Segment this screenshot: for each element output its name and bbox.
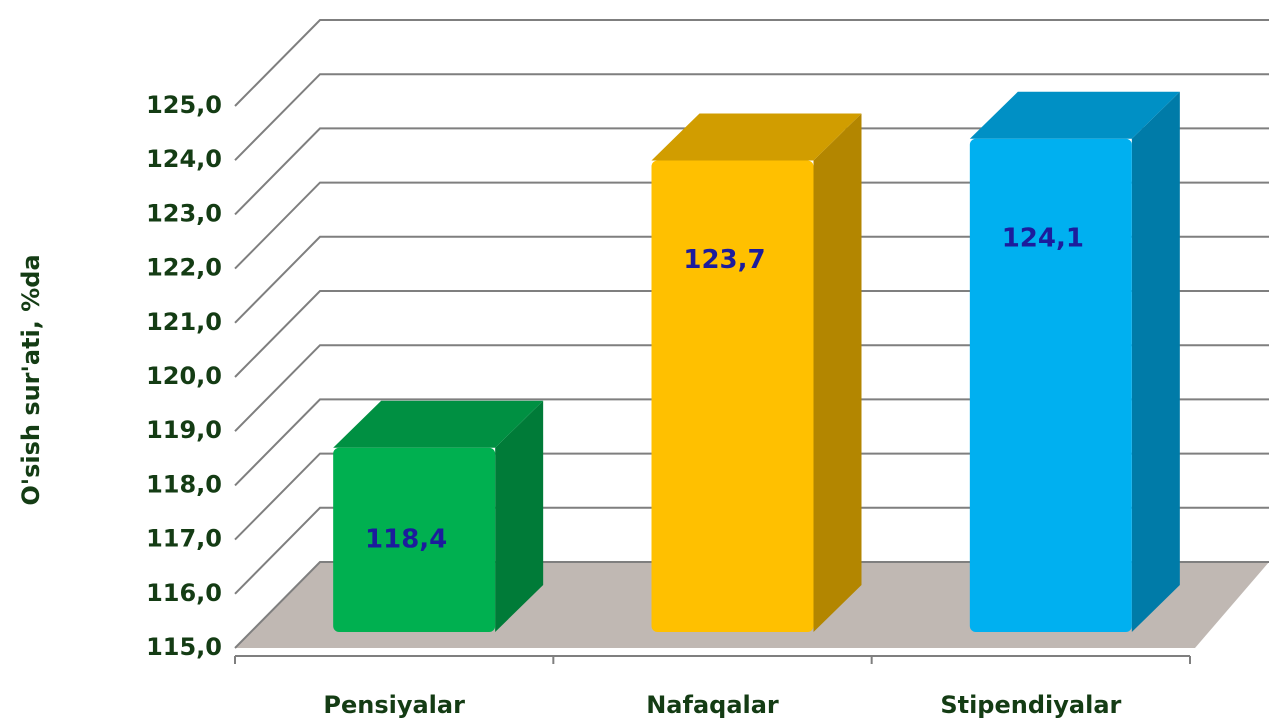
bar-top [651, 113, 862, 161]
y-axis-title: O'sish sur'ati, %da [17, 254, 45, 505]
grid-line [234, 73, 1269, 161]
y-tick-label: 117,0 [146, 525, 222, 553]
x-tick-label: Stipendiyalar [940, 691, 1121, 719]
bar-top [333, 400, 544, 448]
grid-line [234, 19, 1269, 107]
grid-line [234, 181, 1269, 270]
value-label: 124,1 [1002, 223, 1084, 253]
grid-line [234, 344, 1269, 432]
x-tick-label: Pensiyalar [323, 691, 465, 719]
grid-line [234, 290, 1269, 378]
grid-line [234, 452, 1269, 541]
y-tick-label: 118,0 [146, 470, 222, 498]
bar [651, 160, 814, 632]
bar-side [495, 400, 544, 632]
y-tick-label: 119,0 [146, 416, 222, 444]
grid-line [234, 235, 1269, 324]
bar [969, 138, 1132, 632]
y-tick-label: 123,0 [146, 199, 222, 227]
grid-line [234, 506, 1269, 595]
bar-top [969, 91, 1180, 139]
grid-line [234, 127, 1269, 216]
bar-side [1131, 91, 1180, 632]
x-tick-label: Nafaqalar [646, 691, 779, 719]
y-tick-label: 121,0 [146, 308, 222, 336]
value-label: 118,4 [365, 524, 447, 554]
y-tick-label: 116,0 [146, 579, 222, 607]
y-tick-label: 125,0 [146, 91, 222, 119]
value-label: 123,7 [683, 245, 765, 275]
y-tick-label: 120,0 [146, 362, 222, 390]
y-tick-label: 124,0 [146, 145, 222, 173]
y-tick-label: 122,0 [146, 254, 222, 282]
y-tick-label: 115,0 [146, 633, 222, 661]
bar-side [813, 113, 862, 632]
bar [333, 447, 496, 632]
grid-line [234, 561, 1269, 649]
grid-line [234, 398, 1269, 487]
